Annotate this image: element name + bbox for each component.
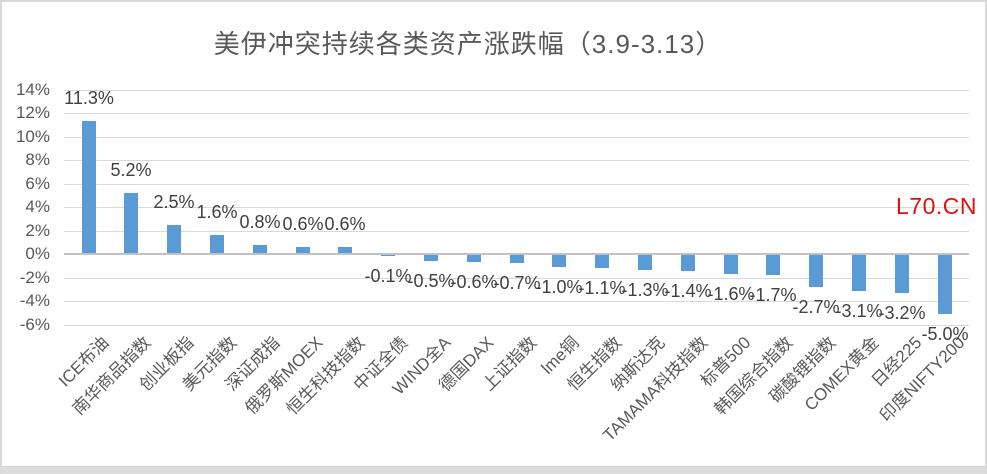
y-axis-tick-label: 12% xyxy=(15,103,50,122)
gridline xyxy=(64,137,969,138)
bar-value-label: -3.1% xyxy=(835,301,883,321)
bar xyxy=(510,255,524,263)
bar-value-label: 0.6% xyxy=(282,214,324,234)
y-axis-tick-label: 8% xyxy=(25,150,50,169)
bottom-strip xyxy=(2,466,985,474)
bar xyxy=(552,255,566,267)
bar xyxy=(938,255,952,314)
bar xyxy=(895,255,909,293)
bar-value-label: 2.5% xyxy=(153,192,195,212)
gridline xyxy=(64,231,969,232)
bar-value-label: 11.3% xyxy=(64,88,114,108)
bar xyxy=(124,193,138,254)
bar xyxy=(766,255,780,275)
y-axis-tick-label: -2% xyxy=(19,268,50,287)
chart-title: 美伊冲突持续各类资产涨跌幅（3.9-3.13） xyxy=(213,29,723,59)
bar xyxy=(381,255,395,256)
zero-axis-line xyxy=(64,253,969,255)
bar-value-label: 0.8% xyxy=(239,212,281,232)
gridline xyxy=(64,207,969,208)
bar-value-label: -1.1% xyxy=(578,278,626,298)
bar-value-label: -1.4% xyxy=(664,281,712,301)
y-axis-tick-label: 4% xyxy=(25,197,50,216)
gridline xyxy=(64,90,969,91)
gridline xyxy=(64,301,969,302)
bar xyxy=(852,255,866,291)
gridline xyxy=(64,113,969,114)
bar-value-label: -5.0% xyxy=(921,324,969,344)
bar-value-label: -0.6% xyxy=(450,272,498,292)
y-axis-tick-label: -4% xyxy=(19,291,50,310)
gridline xyxy=(64,160,969,161)
bar xyxy=(595,255,609,268)
bar-value-label: 0.6% xyxy=(324,214,366,234)
bar-value-label: 5.2% xyxy=(110,160,152,180)
watermark-text: L70.CN xyxy=(896,193,977,219)
y-axis-tick-label: 2% xyxy=(25,221,50,240)
y-axis-tick-label: 10% xyxy=(15,127,50,146)
bar-value-label: -1.7% xyxy=(749,285,797,305)
bar-value-label: -0.7% xyxy=(493,273,541,293)
bar xyxy=(167,225,181,254)
bar xyxy=(424,255,438,261)
bar xyxy=(724,255,738,274)
bar-value-label: -2.7% xyxy=(792,297,840,317)
bar-value-label: -0.1% xyxy=(364,266,412,286)
bar xyxy=(296,247,310,254)
gridline xyxy=(64,325,969,326)
bar xyxy=(82,121,96,254)
bar xyxy=(681,255,695,271)
y-axis-tick-label: 6% xyxy=(25,174,50,193)
bar xyxy=(809,255,823,287)
bar xyxy=(467,255,481,262)
gridline xyxy=(64,184,969,185)
bar-value-label: -0.5% xyxy=(407,271,455,291)
bar-value-label: -1.3% xyxy=(621,280,669,300)
bar-value-label: -1.0% xyxy=(535,277,583,297)
y-axis-tick-label: 14% xyxy=(15,80,50,99)
bar xyxy=(253,245,267,254)
bar xyxy=(338,247,352,254)
y-axis-tick-label: 0% xyxy=(25,244,50,263)
bar-value-label: -1.6% xyxy=(707,284,755,304)
gridline xyxy=(64,278,969,279)
y-axis-tick-label: -6% xyxy=(19,315,50,334)
bar-value-label: 1.6% xyxy=(196,202,238,222)
bar xyxy=(210,235,224,254)
bar xyxy=(638,255,652,270)
bar-value-label: -3.2% xyxy=(878,303,926,323)
